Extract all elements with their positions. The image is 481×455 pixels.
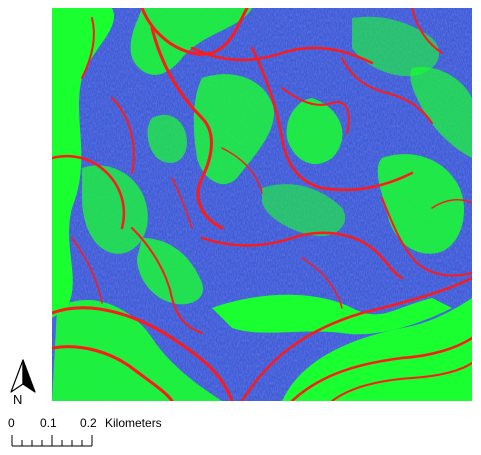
map-raster — [52, 8, 472, 401]
terrain-classification-map — [52, 8, 472, 401]
scale-bar: 0 0.1 0.2 Kilometers — [6, 416, 206, 452]
scale-units-label: Kilometers — [105, 416, 162, 430]
map-red-lines — [52, 8, 472, 401]
scale-bar-ruler — [11, 435, 93, 447]
scale-tick-label-1: 0.1 — [40, 416, 57, 430]
north-arrow-label: N — [13, 392, 23, 407]
north-arrow-icon — [10, 359, 36, 393]
scale-tick-label-0: 0 — [8, 416, 15, 430]
map-green-zones — [52, 8, 472, 401]
scale-tick-label-2: 0.2 — [80, 416, 97, 430]
